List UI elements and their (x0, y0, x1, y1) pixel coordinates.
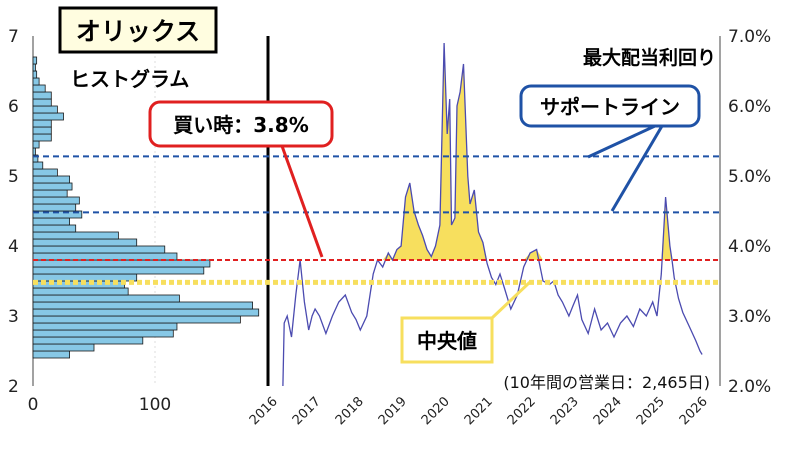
left-y-tick-label: 3 (8, 307, 19, 327)
buy-callout-pointer (280, 145, 324, 258)
hist-bar (32, 147, 36, 156)
left-y-tick-label: 5 (8, 167, 19, 187)
left-y-tick-label: 7 (8, 27, 19, 47)
right-y-tick-label: 4.0% (728, 237, 771, 257)
hist-bar (32, 266, 205, 275)
hist-bar (32, 203, 77, 212)
left-y-tick-label: 2 (8, 377, 19, 397)
hist-bar (32, 77, 40, 86)
hist-x-tick-label: 100 (139, 395, 171, 415)
right-y-axis: 7.0% 6.0% 5.0% 4.0% 3.0% 2.0% (719, 27, 771, 397)
chart-title: 最大配当利回り (583, 46, 716, 69)
hist-bar (32, 63, 36, 72)
left-y-tick-label: 4 (8, 237, 19, 257)
x-tick-label: 2019 (376, 394, 410, 428)
hist-bar (32, 245, 166, 254)
x-tick-label: 2020 (419, 394, 453, 428)
hist-bar (32, 322, 178, 331)
hist-bar (32, 224, 77, 233)
hist-bar (32, 140, 40, 149)
hist-bar (32, 98, 52, 107)
right-y-tick-label: 7.0% (728, 27, 771, 47)
hist-bar (32, 119, 52, 128)
histogram (32, 56, 260, 359)
company-label-box: オリックス (58, 6, 218, 54)
hist-x-tick-label: 0 (28, 395, 39, 415)
right-y-tick-label: 6.0% (728, 97, 771, 117)
hist-bar (32, 287, 129, 296)
x-tick-label: 2021 (462, 394, 496, 428)
x-axis: 2016 2017 2018 2019 2020 2021 2022 2023 2024 2025… (247, 394, 711, 428)
hist-bar (32, 294, 180, 303)
support-callout: サポートライン (519, 84, 701, 128)
hist-bar (32, 238, 138, 247)
hist-bar (32, 175, 70, 184)
support-callout-pointer (587, 124, 656, 159)
support-callout-text: サポートライン (540, 95, 680, 119)
median-callout: 中央値 (400, 316, 494, 364)
hist-bar (32, 315, 241, 324)
hist-bar (32, 196, 80, 205)
hist-bar (32, 252, 178, 261)
left-y-axis: 7 6 5 4 3 2 (8, 27, 34, 397)
x-tick-label: 2026 (677, 394, 711, 428)
hist-bar (32, 336, 144, 345)
x-tick-label: 2024 (591, 394, 625, 428)
main-plot (282, 42, 703, 386)
hist-bar (32, 217, 70, 226)
buy-callout-text: 買い時：3.8% (173, 113, 308, 137)
right-y-tick-label: 2.0% (728, 377, 771, 397)
hist-bar (32, 112, 64, 121)
right-y-tick-label: 3.0% (728, 307, 771, 327)
right-y-tick-label: 5.0% (728, 167, 771, 187)
above-buy-highlight (282, 43, 703, 260)
buy-callout: 買い時：3.8% (148, 100, 334, 148)
hist-bar (32, 84, 46, 93)
hist-bar (32, 161, 44, 170)
histogram-label: ヒストグラム (70, 67, 189, 91)
hist-bar (32, 133, 52, 142)
x-tick-label: 2016 (247, 394, 281, 428)
hist-bar (32, 105, 58, 114)
hist-bar (32, 329, 174, 338)
support-callout-pointer (610, 125, 664, 212)
x-tick-label: 2017 (290, 394, 324, 428)
hist-bar (32, 56, 38, 65)
hist-bar (32, 168, 58, 177)
hist-bar (32, 280, 125, 289)
yield-line (282, 42, 703, 386)
hist-bar (32, 259, 211, 268)
hist-bar (32, 126, 52, 135)
hist-bar (32, 308, 260, 317)
x-tick-label: 2022 (505, 394, 539, 428)
hist-bar (32, 343, 95, 352)
hist-bar (32, 301, 254, 310)
x-tick-label: 2025 (634, 394, 668, 428)
hist-bar (32, 189, 68, 198)
hist-bar (32, 231, 119, 240)
hist-bar (32, 70, 38, 79)
company-name: オリックス (76, 17, 200, 46)
x-tick-label: 2023 (548, 394, 582, 428)
median-callout-text: 中央値 (417, 329, 477, 353)
x-tick-label: 2018 (333, 394, 367, 428)
hist-bar (32, 350, 70, 359)
hist-bar (32, 182, 73, 191)
note-text: (10年間の営業日：2,465日) (503, 373, 710, 392)
hist-bar (32, 91, 52, 100)
median-callout-pointer (490, 280, 532, 320)
left-y-tick-label: 6 (8, 97, 19, 117)
